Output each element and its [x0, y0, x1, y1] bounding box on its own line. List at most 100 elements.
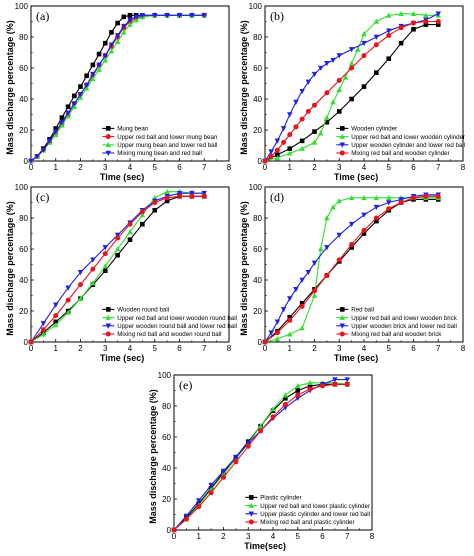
data-point	[344, 377, 350, 383]
data-point	[299, 325, 305, 331]
panel-label: (b)	[270, 9, 284, 23]
data-point	[355, 46, 361, 52]
data-point	[152, 207, 158, 213]
data-point	[342, 74, 349, 80]
x-tick-label: 2	[312, 344, 317, 353]
data-point	[183, 513, 190, 519]
data-point	[398, 197, 404, 203]
x-tick-label: 4	[362, 344, 367, 353]
data-point	[435, 19, 441, 24]
data-point	[171, 527, 177, 533]
x-tick-label: 1	[54, 163, 59, 172]
data-point	[102, 251, 108, 257]
data-point	[374, 218, 379, 224]
data-point	[121, 14, 127, 20]
data-point	[127, 17, 133, 23]
data-point	[311, 260, 318, 266]
data-point	[201, 13, 207, 19]
legend-marker	[339, 133, 345, 139]
x-tick-label: 2	[312, 163, 317, 172]
data-point	[336, 257, 342, 263]
x-tick-label: 5	[153, 344, 158, 353]
data-point	[233, 459, 239, 465]
data-point	[398, 40, 404, 46]
data-point	[293, 287, 299, 293]
y-tick-label: 60	[162, 433, 171, 442]
y-axis-label: Mass discharge percentage (%)	[239, 20, 249, 155]
data-point	[386, 200, 392, 206]
y-tick-label: 100	[249, 2, 263, 11]
data-point	[373, 194, 380, 201]
data-point	[280, 126, 287, 132]
x-tick-label: 6	[320, 532, 325, 541]
data-point	[59, 119, 65, 126]
data-point	[312, 288, 317, 294]
data-point	[139, 212, 146, 218]
x-tick-label: 6	[411, 163, 416, 172]
x-tick-label: 5	[296, 532, 301, 541]
x-tick-label: 3	[246, 532, 251, 541]
data-point	[324, 272, 330, 278]
data-point	[53, 126, 59, 131]
data-point	[386, 28, 392, 34]
data-point	[208, 490, 214, 496]
data-point	[386, 12, 392, 18]
data-point	[72, 93, 77, 99]
x-tick-label: 8	[370, 532, 375, 541]
data-point	[324, 90, 330, 96]
data-point	[435, 11, 441, 17]
data-point	[299, 145, 305, 151]
data-point	[83, 82, 90, 88]
data-point	[127, 221, 133, 227]
data-point	[46, 138, 53, 144]
y-tick-label: 80	[253, 33, 262, 42]
data-point	[348, 47, 355, 53]
data-point	[373, 215, 379, 221]
data-point	[53, 313, 59, 319]
data-point	[40, 147, 47, 154]
data-point	[336, 198, 342, 204]
data-point	[245, 443, 251, 449]
data-point	[299, 300, 305, 306]
data-point	[28, 339, 34, 345]
legend-entry: Mixing red ball and wooden brick	[351, 331, 442, 338]
data-point	[349, 241, 355, 247]
y-tick-label: 0	[24, 157, 29, 166]
data-point	[349, 245, 354, 250]
data-point	[115, 252, 120, 258]
y-tick-label: 20	[253, 126, 262, 135]
data-point	[77, 269, 84, 276]
data-point	[152, 200, 158, 205]
data-point	[320, 383, 325, 389]
data-point	[77, 92, 84, 98]
data-point	[53, 322, 59, 328]
data-point	[398, 200, 404, 205]
data-point	[317, 65, 324, 71]
legend-marker	[105, 331, 111, 337]
data-point	[90, 75, 96, 82]
series-3	[262, 193, 441, 345]
data-point	[164, 198, 170, 204]
y-tick-label: 100	[15, 2, 29, 11]
data-point	[307, 383, 313, 389]
legend-entry: Upper wooden round ball and lower red ba…	[117, 323, 237, 330]
data-point	[270, 414, 276, 420]
data-point	[127, 21, 133, 27]
data-point	[90, 71, 96, 78]
data-point	[189, 190, 195, 197]
x-tick-label: 0	[172, 532, 177, 541]
y-axis-label: Mass discharge percentage (%)	[148, 389, 158, 524]
x-tick-label: 5	[153, 163, 158, 172]
data-point	[361, 212, 367, 218]
data-point	[423, 19, 429, 24]
data-point	[220, 468, 227, 474]
legend-entry: Wooden cylinder	[351, 126, 397, 133]
legend-entry: Upper plastic cylinder and lower red bal…	[260, 511, 370, 518]
data-point	[268, 330, 274, 336]
y-tick-label: 80	[253, 214, 262, 223]
legend-marker	[248, 502, 254, 508]
y-tick-label: 60	[19, 64, 28, 73]
data-point	[114, 232, 121, 238]
